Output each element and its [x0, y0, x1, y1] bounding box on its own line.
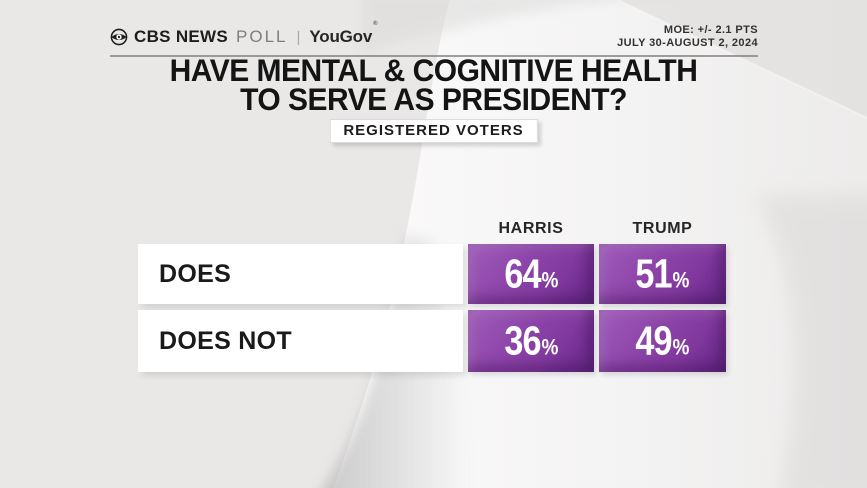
moe-line: MOE: +/- 2.1 PTS [663, 24, 758, 36]
poll-label: POLL [236, 27, 288, 46]
moe-dates-text: MOE: +/- 2.1 PTS JULY 30-AUGUST 2, 2024 [430, 24, 758, 50]
logo-divider: | [296, 28, 301, 46]
row-label-does: DOES [138, 244, 463, 304]
title-line-1: HAVE MENTAL & COGNITIVE HEALTH [169, 53, 698, 89]
value-does-harris: 64 [503, 250, 541, 297]
cell-does-trump: 51% [599, 244, 726, 304]
cell-does-not-harris: 36% [468, 310, 594, 372]
cbs-news-label: CBS NEWS [134, 27, 229, 46]
cell-does-not-trump: 49% [599, 310, 726, 372]
percent-sign: % [541, 335, 559, 361]
value-does-not-trump: 49 [635, 317, 672, 364]
column-header-harris: HARRIS [498, 220, 564, 237]
trademark-mark: ® [373, 21, 378, 27]
column-header-trump: TRUMP [632, 220, 693, 237]
title-line-2: TO SERVE AS PRESIDENT? [240, 82, 627, 118]
percent-sign: % [541, 268, 559, 294]
value-does-trump: 51 [635, 250, 672, 297]
value-does-not-harris: 36 [503, 317, 541, 364]
dates-line: JULY 30-AUGUST 2, 2024 [617, 37, 758, 49]
cbs-eye-icon [110, 28, 128, 46]
source-logo: CBS NEWS POLL | YouGov® [110, 21, 378, 48]
percent-sign: % [672, 268, 690, 294]
cell-does-harris: 64% [468, 244, 594, 304]
page-title: HAVE MENTAL & COGNITIVE HEALTH TO SERVE … [0, 53, 867, 118]
percent-sign: % [672, 335, 690, 361]
header-divider-line [110, 55, 758, 57]
registered-voters-badge: REGISTERED VOTERS [329, 119, 538, 143]
row-label-does-not: DOES NOT [138, 310, 463, 372]
yougov-label: YouGov® [309, 21, 378, 46]
